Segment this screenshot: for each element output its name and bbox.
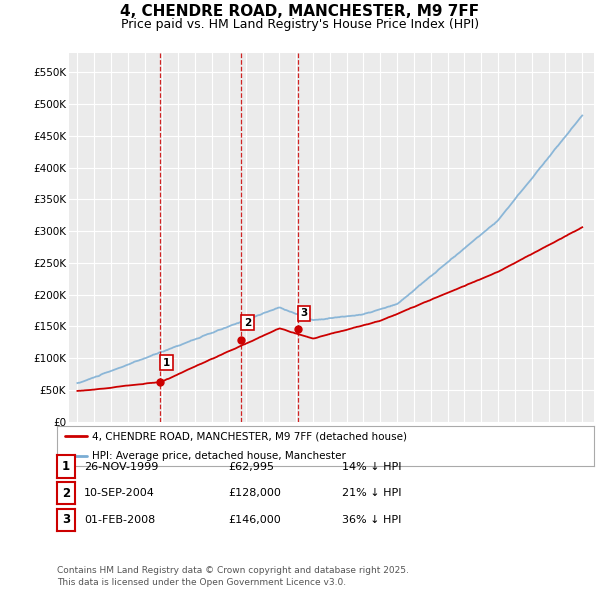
Text: 14% ↓ HPI: 14% ↓ HPI (342, 462, 401, 471)
Text: 1: 1 (62, 460, 70, 473)
Text: £62,995: £62,995 (228, 462, 274, 471)
Text: £146,000: £146,000 (228, 515, 281, 525)
Text: £128,000: £128,000 (228, 489, 281, 498)
Text: HPI: Average price, detached house, Manchester: HPI: Average price, detached house, Manc… (92, 451, 346, 461)
Text: 2: 2 (62, 487, 70, 500)
Text: 2: 2 (244, 317, 251, 327)
Text: 36% ↓ HPI: 36% ↓ HPI (342, 515, 401, 525)
Text: Price paid vs. HM Land Registry's House Price Index (HPI): Price paid vs. HM Land Registry's House … (121, 18, 479, 31)
Text: 3: 3 (62, 513, 70, 526)
Text: 4, CHENDRE ROAD, MANCHESTER, M9 7FF (detached house): 4, CHENDRE ROAD, MANCHESTER, M9 7FF (det… (92, 431, 407, 441)
Text: Contains HM Land Registry data © Crown copyright and database right 2025.
This d: Contains HM Land Registry data © Crown c… (57, 566, 409, 587)
Text: 26-NOV-1999: 26-NOV-1999 (84, 462, 158, 471)
Text: 10-SEP-2004: 10-SEP-2004 (84, 489, 155, 498)
Text: 01-FEB-2008: 01-FEB-2008 (84, 515, 155, 525)
Text: 1: 1 (163, 358, 170, 368)
Text: 21% ↓ HPI: 21% ↓ HPI (342, 489, 401, 498)
Text: 3: 3 (301, 308, 308, 318)
Text: 4, CHENDRE ROAD, MANCHESTER, M9 7FF: 4, CHENDRE ROAD, MANCHESTER, M9 7FF (121, 4, 479, 19)
